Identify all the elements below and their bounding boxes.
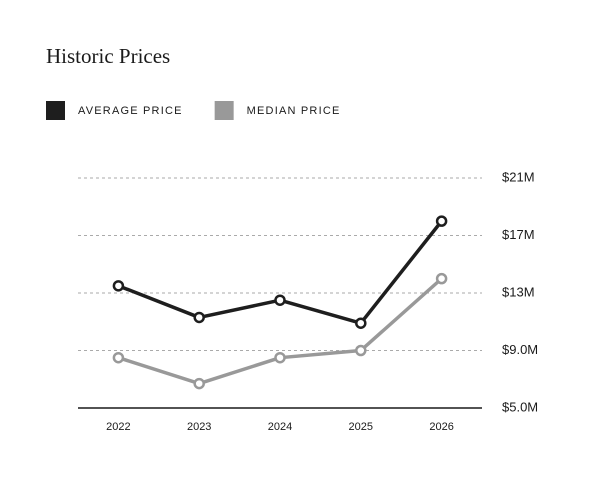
y-tick-label: $5.0M (502, 399, 538, 414)
y-tick-label: $17M (502, 227, 535, 242)
legend-label: AVERAGE PRICE (78, 105, 183, 117)
y-tick-label: $9.0M (502, 342, 538, 357)
y-tick-label: $13M (502, 284, 535, 299)
x-tick-label: 2023 (187, 421, 211, 433)
x-tick-label: 2024 (268, 421, 292, 433)
legend-label: MEDIAN PRICE (247, 105, 341, 117)
point (355, 344, 367, 357)
chart-title: Historic Prices (46, 44, 170, 68)
x-tick-label: 2026 (429, 421, 453, 433)
legend-swatch (214, 101, 234, 120)
point (112, 351, 125, 364)
series-line (117, 277, 443, 386)
point (435, 215, 448, 227)
x-tick-label: 2025 (349, 421, 373, 433)
series-line (117, 220, 443, 325)
legend-swatch (46, 101, 65, 120)
y-tick-label: $21M (502, 169, 535, 184)
point (274, 294, 286, 306)
point (193, 377, 205, 390)
x-tick-label: 2022 (106, 421, 130, 433)
point (355, 317, 367, 329)
point (435, 272, 448, 285)
point (193, 311, 205, 324)
point (274, 351, 286, 364)
point (112, 280, 125, 292)
